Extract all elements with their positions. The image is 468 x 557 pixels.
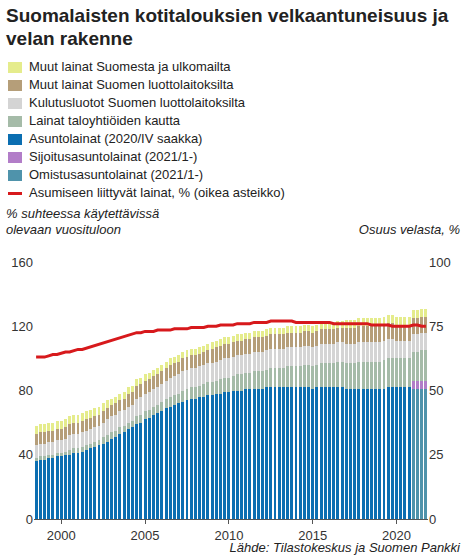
svg-text:80: 80 [19,383,33,398]
html-text:Kulutusluotot Suomen luottolai: Kulutusluotot Suomen luottolaitoksilta [29,95,246,110]
svg-text:50: 50 [429,383,443,398]
html-text:Muut lainat Suomesta ja ulkoma: Muut lainat Suomesta ja ulkomailta [29,59,231,74]
html-text:Suomalaisten kotitalouksien ve: Suomalaisten kotitalouksien velkaantunei… [6,5,449,49]
html-text:Asuntolainat (2020/IV saakka): Asuntolainat (2020/IV saakka) [29,131,203,146]
html-text:Lähde: Tilastokeskus ja Suomen: Lähde: Tilastokeskus ja Suomen Pankki [229,540,460,555]
svg-text:2020: 2020 [382,527,411,543]
svg-text:25: 25 [429,447,443,462]
svg-text:2005: 2005 [131,528,160,543]
svg-text:2015: 2015 [298,527,328,543]
html-text:Osuus velasta, %: Osuus velasta, % [358,222,460,237]
html-text:Muut lainat Suomen luottolaito: Muut lainat Suomen luottolaitoksilta [29,77,234,92]
html-text:Asumiseen liittyvät lainat, %: Asumiseen liittyvät lainat, % (oikea ast… [29,185,285,200]
html-text:Sijoitusasuntolainat (2021/1-): Sijoitusasuntolainat (2021/1-) [29,149,198,164]
svg-text:0: 0 [26,512,33,527]
svg-text:40: 40 [19,447,33,462]
html-text:Omistusasuntolainat (2021/1-): Omistusasuntolainat (2021/1-) [29,167,204,182]
svg-text:120: 120 [11,319,33,334]
svg-text:0: 0 [429,512,436,527]
svg-text:2010: 2010 [214,527,244,543]
svg-text:75: 75 [429,319,443,334]
svg-text:2000: 2000 [47,528,76,543]
svg-text:160: 160 [11,255,33,270]
svg-text:100: 100 [429,255,451,270]
html-text:% suhteessa käytettävissä olev: % suhteessa käytettävissä olevaan vuosit… [6,206,160,237]
html-text:Lainat taloyhtiöiden kautta: Lainat taloyhtiöiden kautta [29,113,181,128]
